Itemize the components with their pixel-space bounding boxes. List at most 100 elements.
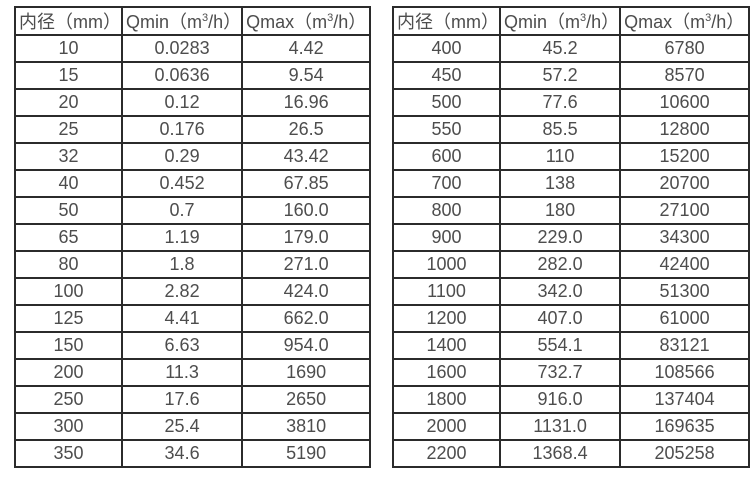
table-cell-diameter: 600 [392, 142, 501, 171]
table-cell-qmin: 1.8 [120, 250, 244, 279]
table-cell-qmax: 61000 [619, 304, 750, 333]
table-cell-qmin: 1.19 [120, 223, 244, 252]
header-text: Qmax（m [624, 12, 706, 32]
table-cell-qmin: 77.6 [498, 88, 622, 117]
header-text: 内径（mm） [397, 12, 499, 32]
header-row: 内径（mm） Qmin（m3/h） Qmax（m3/h） [392, 6, 750, 36]
table-row: 800 180 27100 [392, 196, 750, 225]
table-cell-diameter: 40 [14, 169, 123, 198]
table-row: 1100 342.0 51300 [392, 277, 750, 306]
table-cell-qmax: 1690 [241, 358, 372, 387]
table-cell-qmax: 169635 [619, 412, 750, 441]
table-cell-diameter: 100 [14, 277, 123, 306]
table-cell-diameter: 2000 [392, 412, 501, 441]
table-cell-qmin: 407.0 [498, 304, 622, 333]
table-row: 250 17.6 2650 [14, 385, 372, 414]
table-cell-qmin: 17.6 [120, 385, 244, 414]
table-cell-qmin: 0.12 [120, 88, 244, 117]
table-cell-qmax: 3810 [241, 412, 372, 441]
table-cell-diameter: 65 [14, 223, 123, 252]
table-cell-diameter: 1000 [392, 250, 501, 279]
flow-range-table-large-diameters: 内径（mm） Qmin（m3/h） Qmax（m3/h） 400 45.2 6780… [392, 6, 750, 468]
table-row: 10 0.0283 4.42 [14, 34, 372, 63]
table-row: 20 0.12 16.96 [14, 88, 372, 117]
table-row: 900 229.0 34300 [392, 223, 750, 252]
header-superscript: 3 [327, 12, 334, 24]
header-text: Qmin（m [126, 12, 202, 32]
table-header: 内径（mm） Qmin（m3/h） Qmax（m3/h） [392, 6, 750, 36]
table-row: 300 25.4 3810 [14, 412, 372, 441]
table-cell-qmax: 6780 [619, 34, 750, 63]
table-cell-diameter: 150 [14, 331, 123, 360]
table-row: 1000 282.0 42400 [392, 250, 750, 279]
table-cell-qmin: 0.176 [120, 115, 244, 144]
table-cell-qmin: 0.7 [120, 196, 244, 225]
table-cell-qmax: 67.85 [241, 169, 372, 198]
table-row: 550 85.5 12800 [392, 115, 750, 144]
table-cell-diameter: 25 [14, 115, 123, 144]
table-row: 500 77.6 10600 [392, 88, 750, 117]
table-cell-qmax: 424.0 [241, 277, 372, 306]
table-cell-qmax: 15200 [619, 142, 750, 171]
table-cell-qmax: 2650 [241, 385, 372, 414]
header-text: /h） [333, 12, 367, 32]
table-cell-qmax: 20700 [619, 169, 750, 198]
table-cell-qmin: 916.0 [498, 385, 622, 414]
table-cell-diameter: 1600 [392, 358, 501, 387]
table-row: 2000 1131.0 169635 [392, 412, 750, 441]
table-cell-qmax: 4.42 [241, 34, 372, 63]
table-cell-diameter: 200 [14, 358, 123, 387]
table-cell-diameter: 700 [392, 169, 501, 198]
table-row: 15 0.0636 9.54 [14, 61, 372, 90]
column-header-diameter: 内径（mm） [14, 6, 123, 36]
table-cell-diameter: 300 [14, 412, 123, 441]
table-cell-diameter: 350 [14, 439, 123, 468]
table-cell-qmin: 34.6 [120, 439, 244, 468]
table-cell-diameter: 450 [392, 61, 501, 90]
table-cell-diameter: 50 [14, 196, 123, 225]
table-cell-diameter: 250 [14, 385, 123, 414]
table-cell-qmin: 180 [498, 196, 622, 225]
table-row: 80 1.8 271.0 [14, 250, 372, 279]
table-row: 1800 916.0 137404 [392, 385, 750, 414]
column-header-diameter: 内径（mm） [392, 6, 501, 36]
table-cell-qmin: 110 [498, 142, 622, 171]
table-cell-diameter: 550 [392, 115, 501, 144]
table-row: 450 57.2 8570 [392, 61, 750, 90]
table-cell-qmax: 8570 [619, 61, 750, 90]
table-cell-qmax: 83121 [619, 331, 750, 360]
table-cell-qmax: 10600 [619, 88, 750, 117]
table-header: 内径（mm） Qmin（m 3/h） Qmax（m3/h） [14, 6, 372, 36]
table-cell-qmax: 271.0 [241, 250, 372, 279]
header-text: /h） [711, 12, 745, 32]
table-cell-qmax: 179.0 [241, 223, 372, 252]
table-cell-diameter: 1800 [392, 385, 501, 414]
table-cell-diameter: 2200 [392, 439, 501, 468]
table-cell-qmax: 16.96 [241, 88, 372, 117]
table-cell-qmin: 1368.4 [498, 439, 622, 468]
table-cell-qmax: 43.42 [241, 142, 372, 171]
table-row: 65 1.19 179.0 [14, 223, 372, 252]
table-cell-qmax: 160.0 [241, 196, 372, 225]
table-row: 350 34.6 5190 [14, 439, 372, 468]
table-cell-diameter: 80 [14, 250, 123, 279]
table-row: 125 4.41 662.0 [14, 304, 372, 333]
table-cell-qmax: 954.0 [241, 331, 372, 360]
table-row: 32 0.29 43.42 [14, 142, 372, 171]
column-header-qmax: Qmax（m3/h） [241, 6, 372, 36]
table-cell-diameter: 20 [14, 88, 123, 117]
header-superscript: 3 [580, 12, 587, 24]
table-cell-diameter: 900 [392, 223, 501, 252]
header-text: Qmin（m [504, 12, 580, 32]
table-row: 50 0.7 160.0 [14, 196, 372, 225]
table-row: 600 110 15200 [392, 142, 750, 171]
table-cell-diameter: 10 [14, 34, 123, 63]
table-cell-qmax: 26.5 [241, 115, 372, 144]
header-text: 内径（mm） [19, 12, 121, 32]
table-cell-qmin: 4.41 [120, 304, 244, 333]
table-cell-diameter: 1400 [392, 331, 501, 360]
table-cell-qmax: 51300 [619, 277, 750, 306]
table-cell-qmin: 0.0283 [120, 34, 244, 63]
table-cell-qmax: 27100 [619, 196, 750, 225]
